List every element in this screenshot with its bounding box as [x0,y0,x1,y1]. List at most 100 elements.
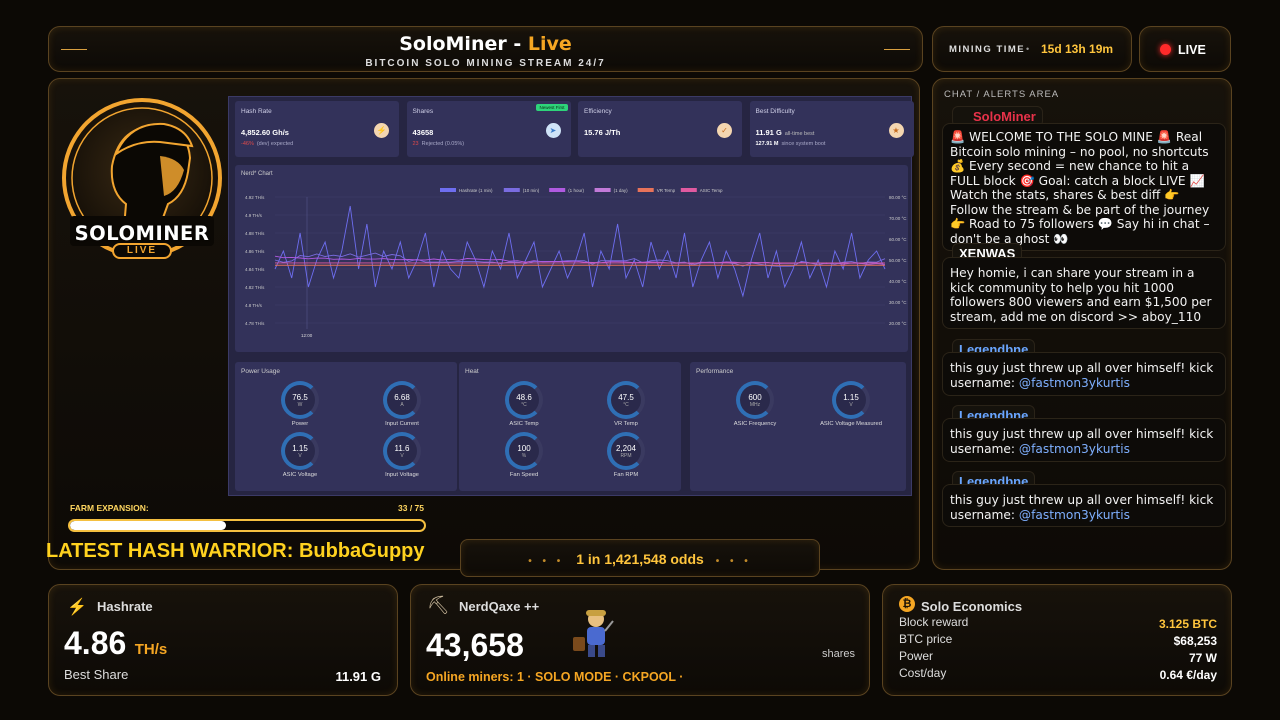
gauge-ring: 76.5 W [281,381,319,419]
chat-mention[interactable]: @fastmon3ykurtis [1018,375,1130,390]
logo-live-pill: LIVE [112,243,172,259]
odds-panel: • • • 1 in 1,421,548 odds • • • [460,539,820,577]
hashrate-value: 4.86 [64,625,127,661]
economics-row-label: Cost/day [899,666,947,680]
gauge-unit: % [521,452,527,459]
best-share-value: 11.91 G [335,669,381,684]
y-tick-left: 4.82 TH/s [245,285,265,290]
miner-footer: Online miners: 1 · SOLO MODE · CKPOOL · [426,670,684,684]
y-tick-left: 4.92 TH/s [245,195,265,200]
chat-message: Hey homie, i can share your stream in a … [942,257,1226,329]
stat-card-sub: 23 Rejected (0.05%) [413,141,465,147]
gauge: 2,204 RPM Fan RPM [601,432,651,478]
miner-dashboard: Nerd* Chart Hashrate (1 min) (10 min) (1 h… [228,96,914,496]
gauge-unit: °C [521,401,527,408]
economics-row-value: 3.125 BTC [1158,617,1217,631]
gauge-name: Input Current [385,421,419,427]
odds-dots-left: • • • [528,556,565,567]
gauge-unit: °C [623,401,629,408]
gauge: 11.6 V Input Voltage [377,432,427,478]
chat-message-text: this guy just threw up all over himself!… [950,493,1214,522]
economics-row-label: BTC price [899,632,953,646]
series-hashrate-1min [274,205,886,298]
title-live: Live [527,33,572,55]
stat-card-value-text: 4,852.60 Gh/s [241,128,289,137]
chat-message-text: this guy just threw up all over himself!… [950,427,1214,456]
y-tick-right: 30.00 °C [889,300,907,305]
gauge-value: 600 [748,392,762,402]
gauge-ring: 600 MHz [736,381,774,419]
series-hashrate-10min [274,252,886,267]
y-tick-right: 80.00 °C [889,195,907,200]
chat-message: this guy just threw up all over himself!… [942,352,1226,396]
gauge-ring: 11.6 V [383,432,421,470]
stat-card-label: Shares [412,108,434,115]
stat-card-sub-a: 23 [412,141,419,147]
gauge-panel-title: Heat [465,368,479,375]
y-tick-left: 4.78 TH/s [245,321,265,326]
stat-card: Shares 43658 23 Rejected (0.05%) Newest Firs… [406,101,571,157]
chat-message: 🚨 WELCOME TO THE SOLO MINE 🚨 Real Bitcoi… [942,123,1226,251]
gauge: 76.5 W Power [275,381,325,427]
stat-card-value-suffix: all-time best [784,131,815,137]
odds-dots-right: • • • [715,556,752,567]
economics-row-value: 0.64 €/day [1159,668,1217,682]
hashrate-title: Hashrate [97,599,153,614]
header-rule-left [61,49,87,50]
gauge-name: Fan RPM [613,472,639,478]
stat-card-label: Hash Rate [241,108,272,115]
mining-time-panel: MINING TIME • 15d 13h 19m [932,26,1132,72]
chat-message: this guy just threw up all over himself!… [942,418,1226,462]
latest-hash-warrior: LATEST HASH WARRIOR: BubbaGuppy [46,540,425,562]
chat-mention[interactable]: @fastmon3ykurtis [1018,441,1130,456]
y-tick-left: 4.84 TH/s [245,267,265,272]
chat-mention[interactable]: @fastmon3ykurtis [1018,507,1130,522]
stat-card-label: Efficiency [584,108,612,115]
hashrate-unit: TH/s [134,641,168,658]
y-tick-right: 50.00 °C [889,258,907,263]
logo-badge-icon [62,98,222,258]
stat-card-sub-b: (dev) expected [256,141,294,147]
solominer-logo: SOLOMINER LIVE [60,96,224,260]
y-tick-left: 4.86 TH/s [245,249,265,254]
bitcoin-icon: ₿ [899,596,915,612]
page-title: SoloMiner - Live [49,33,922,55]
economics-row-label: Power [899,649,934,663]
gauge-name: ASIC Voltage [282,472,318,478]
gauge-name: ASIC Frequency [733,421,777,427]
gauge: 1.15 V ASIC Voltage Measured [816,381,886,427]
chat-message-text: 🚨 WELCOME TO THE SOLO MINE 🚨 Real Bitcoi… [950,130,1210,246]
gauge-unit: RPM [620,452,632,459]
stat-card-sub-b: since system boot [781,141,826,147]
stat-card-value-text: 15.76 J/Th [584,128,621,137]
gauge: 1.15 V ASIC Voltage [275,432,325,478]
gauge-panel: Power Usage 76.5 W Power 6.68 A Input Current 1… [235,362,457,491]
stat-card: Hash Rate 4,852.60 Gh/s -46% (dev) expected… [235,101,399,157]
gauge: 48.6 °C ASIC Temp [499,381,549,427]
y-tick-left: 4.88 TH/s [245,231,265,236]
chat-username[interactable]: SoloMiner [952,106,1043,127]
farm-expansion-label: FARM EXPANSION: [70,503,149,513]
gauge-name: Power [291,421,309,427]
economics-row-value: 77 W [1188,651,1217,665]
logo-text: SOLOMINER [74,222,210,245]
gauge-panel: Performance 600 MHz ASIC Frequency 1.15 V ASIC… [690,362,906,491]
legend-swatch [637,188,654,192]
check-icon: ✓ [717,123,732,138]
gauge-value: 1.15 [843,392,859,402]
chat-message: this guy just threw up all over himself!… [942,484,1226,527]
chat-header: CHAT / ALERTS AREA [944,89,1060,100]
stat-card-value-text: 11.91 G [755,128,782,137]
hashrate-box: ⚡ Hashrate 4.86 TH/s Best Share 11.91 G [48,584,398,696]
stat-card-sub-b: Rejected (0.05%) [421,141,465,147]
legend-swatch [503,188,520,192]
gauge: 600 MHz ASIC Frequency [730,381,780,427]
y-tick-right: 20.00 °C [889,321,907,326]
page-subtitle: BITCOIN SOLO MINING STREAM 24/7 [365,58,606,69]
farm-progress-fill [70,521,226,530]
stat-card-sub-a: -46% [241,141,254,147]
stat-card-sub: -46% (dev) expected [241,141,293,147]
newest-first-badge[interactable]: Newest First [536,104,568,111]
